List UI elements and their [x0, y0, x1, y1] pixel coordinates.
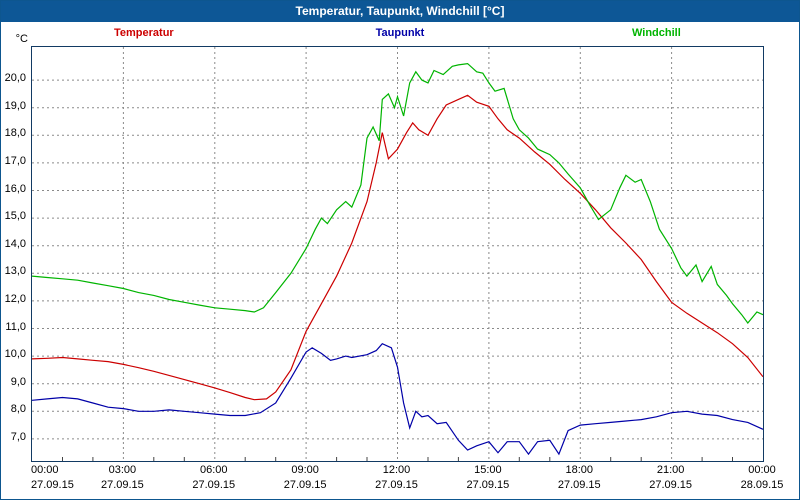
y-tick-label: 10,0 — [4, 348, 26, 361]
y-tick-label: 16,0 — [4, 182, 26, 195]
chart-canvas — [32, 47, 763, 461]
x-tick-time-label: 12:00 — [382, 464, 411, 476]
legend-taupunkt: Taupunkt — [375, 27, 425, 39]
x-tick-date-label: 27.09.15 — [192, 479, 236, 491]
y-axis-tick-labels: 7,0 8,0 9,0 10,0 11,0 12,0 13,0 14,0 15,0 16,0 17,… — [1, 46, 28, 460]
y-tick-label: 20,0 — [4, 72, 26, 85]
x-tick-date-label: 27.09.15 — [375, 479, 418, 491]
chart-legend: Temperatur Taupunkt Windchill — [1, 22, 799, 46]
x-axis-tick-labels: 00:00 27.09.15 03:00 27.09.15 06:00 27.09.15 0… — [31, 464, 783, 498]
x-tick-date-label: 27.09.15 — [31, 479, 74, 491]
x-tick-date-label: 28.09.15 — [740, 479, 784, 491]
y-tick-label: 8,0 — [10, 403, 26, 416]
x-tick-date-label: 27.09.15 — [466, 479, 510, 491]
y-axis-unit-label: °C — [15, 33, 28, 45]
x-tick-time-label: 21:00 — [656, 464, 685, 476]
y-tick-label: 12,0 — [4, 292, 26, 305]
x-tick-date-label: 27.09.15 — [100, 479, 144, 491]
legend-temperatur: Temperatur — [114, 27, 174, 39]
y-tick-label: 17,0 — [4, 154, 26, 167]
x-tick-time-label: 18:00 — [565, 464, 594, 476]
plot-area — [31, 46, 764, 462]
y-tick-label: 9,0 — [10, 375, 26, 388]
y-tick-label: 13,0 — [4, 265, 26, 278]
x-tick-time-label: 00:00 — [31, 464, 59, 476]
y-tick-label: 19,0 — [4, 99, 26, 112]
y-tick-label: 14,0 — [4, 237, 26, 250]
y-tick-label: 15,0 — [4, 210, 26, 223]
y-tick-label: 18,0 — [4, 127, 26, 140]
x-tick-time-label: 00:00 — [748, 464, 776, 476]
x-tick-time-label: 06:00 — [199, 464, 228, 476]
x-tick-date-label: 27.09.15 — [557, 479, 601, 491]
y-tick-label: 7,0 — [10, 430, 26, 443]
x-tick-time-label: 15:00 — [474, 464, 502, 476]
x-tick-time-label: 03:00 — [108, 464, 137, 476]
x-tick-date-label: 27.09.15 — [649, 479, 693, 491]
x-tick-time-label: 09:00 — [291, 464, 319, 476]
window-title: Temperatur, Taupunkt, Windchill [°C] — [1, 1, 799, 22]
y-tick-label: 11,0 — [5, 320, 26, 333]
legend-windchill: Windchill — [632, 27, 681, 39]
x-tick-date-label: 27.09.15 — [283, 479, 327, 491]
